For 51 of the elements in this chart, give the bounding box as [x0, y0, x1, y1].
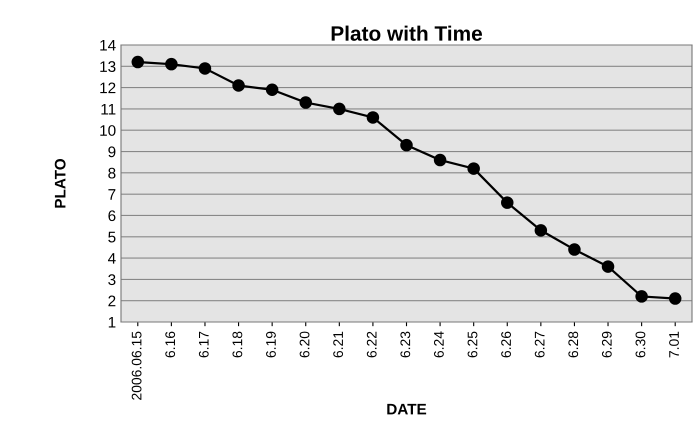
- point: [232, 79, 245, 92]
- point: [299, 96, 312, 109]
- y-tick-label: 5: [108, 232, 116, 242]
- x-tick-label: 6.30: [636, 332, 646, 358]
- x-tick-label: 6.21: [333, 332, 344, 358]
- point: [132, 56, 144, 68]
- y-tick-label: 10: [100, 125, 116, 136]
- y-tick-label: 1: [108, 317, 116, 328]
- point: [602, 260, 614, 273]
- point: [635, 290, 648, 303]
- x-tick-label: 7.01: [669, 332, 679, 358]
- point: [501, 196, 514, 209]
- y-tick-label: 13: [100, 61, 116, 72]
- point: [400, 138, 413, 152]
- y-tick-label: 11: [101, 104, 116, 114]
- point: [266, 83, 278, 96]
- y-tick-label: 8: [108, 168, 116, 179]
- x-tick-label: 6.25: [468, 332, 478, 358]
- point: [568, 243, 581, 256]
- point: [668, 292, 682, 305]
- x-tick-label: 6.16: [165, 332, 176, 358]
- x-tick-label: 6.20: [300, 332, 310, 358]
- x-tick-label: 6.23: [400, 332, 410, 358]
- x-axis-title: DATE: [387, 404, 426, 414]
- x-tick-label: 6.28: [568, 332, 578, 358]
- x-tick-label: 6.19: [266, 332, 276, 358]
- y-tick-label: 9: [108, 146, 116, 158]
- x-tick-label: 6.26: [501, 332, 511, 358]
- y-tick-label: 2: [108, 296, 116, 306]
- x-tick-label: 6.24: [434, 331, 444, 358]
- point: [434, 154, 446, 166]
- x-tick-label: 6.22: [366, 332, 377, 358]
- y-tick-label: 4: [108, 253, 116, 264]
- y-tick-label: 12: [100, 82, 116, 94]
- y-tick-label: 14: [100, 40, 116, 51]
- point: [165, 58, 178, 70]
- y-axis-title: PLATO: [54, 158, 66, 208]
- x-tick-label: 6.17: [198, 332, 209, 358]
- x-tick-label: 6.18: [232, 332, 242, 358]
- point: [366, 111, 380, 124]
- point: [467, 162, 480, 175]
- y-tick-label: 3: [108, 274, 116, 286]
- point: [534, 224, 548, 237]
- point: [198, 62, 212, 75]
- y-tick-label: 6: [108, 210, 116, 222]
- chart-title: Plato with Time: [332, 26, 482, 41]
- point: [333, 102, 346, 116]
- x-tick-label: 2006.06.15: [132, 332, 142, 400]
- x-tick-label: 6.27: [534, 332, 545, 358]
- x-tick-label: 6.29: [602, 332, 612, 358]
- y-tick-label: 7: [108, 189, 116, 200]
